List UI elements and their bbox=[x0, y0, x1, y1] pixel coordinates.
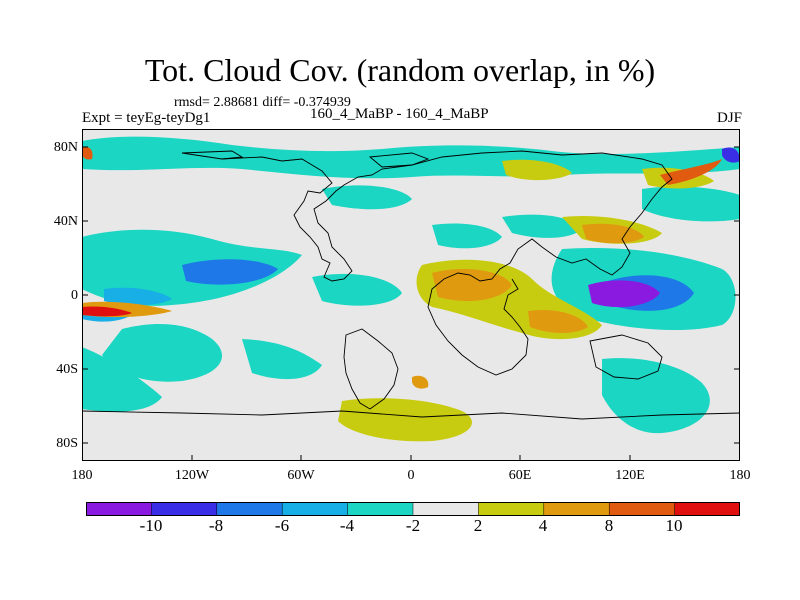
lat-label-80n: 80N bbox=[53, 140, 78, 155]
lon-label-0: 0 bbox=[407, 468, 415, 483]
colorbar-swatch bbox=[478, 502, 545, 516]
lat-label-40s: 40S bbox=[56, 362, 78, 377]
lat-label-0: 0 bbox=[71, 288, 78, 303]
lon-label-120e: 120E bbox=[615, 468, 645, 483]
lon-label-60e: 60E bbox=[508, 468, 532, 483]
colorbar-swatch bbox=[216, 502, 283, 516]
colorbar-swatch bbox=[412, 502, 480, 516]
map-plot bbox=[82, 129, 740, 461]
colorbar-label: 8 bbox=[604, 516, 614, 535]
x-ticks bbox=[191, 455, 631, 461]
colorbar-swatch bbox=[608, 502, 676, 516]
season-label: DJF bbox=[716, 110, 742, 126]
lon-label-120w: 120W bbox=[174, 468, 210, 483]
plot-title: Tot. Cloud Cov. (random overlap, in %) bbox=[144, 52, 656, 88]
colorbar bbox=[86, 502, 740, 516]
period-label: 160_4_MaBP - 160_4_MaBP bbox=[310, 106, 489, 122]
colorbar-label: 10 bbox=[665, 516, 683, 535]
colorbar-label: -2 bbox=[405, 516, 421, 535]
colorbar-label: 2 bbox=[473, 516, 483, 535]
colorbar-label: -4 bbox=[339, 516, 355, 535]
lon-label-60w: 60W bbox=[287, 468, 315, 483]
lon-label-180e: 180 bbox=[729, 468, 751, 483]
y-ticks bbox=[82, 146, 740, 444]
colorbar-swatch bbox=[674, 502, 740, 516]
colorbar-label: -6 bbox=[274, 516, 290, 535]
colorbar-swatch bbox=[281, 502, 349, 516]
anomaly-fields bbox=[82, 136, 740, 442]
lat-label-40n: 40N bbox=[53, 214, 78, 229]
colorbar-label: 4 bbox=[538, 516, 548, 535]
colorbar-swatch bbox=[347, 502, 414, 516]
rmsd-diff-text: rmsd= 2.88681 diff= -0.374939 bbox=[174, 95, 351, 110]
colorbar-swatch bbox=[86, 502, 153, 516]
colorbar-swatch bbox=[151, 502, 218, 516]
colorbar-label: -10 bbox=[139, 516, 163, 535]
colorbar-swatch bbox=[543, 502, 610, 516]
experiment-label: Expt = teyEg-teyDg1 bbox=[82, 110, 211, 126]
colorbar-label: -8 bbox=[208, 516, 224, 535]
lat-label-80s: 80S bbox=[56, 436, 78, 451]
lon-label-180w: 180 bbox=[71, 468, 93, 483]
coastlines bbox=[82, 150, 740, 420]
